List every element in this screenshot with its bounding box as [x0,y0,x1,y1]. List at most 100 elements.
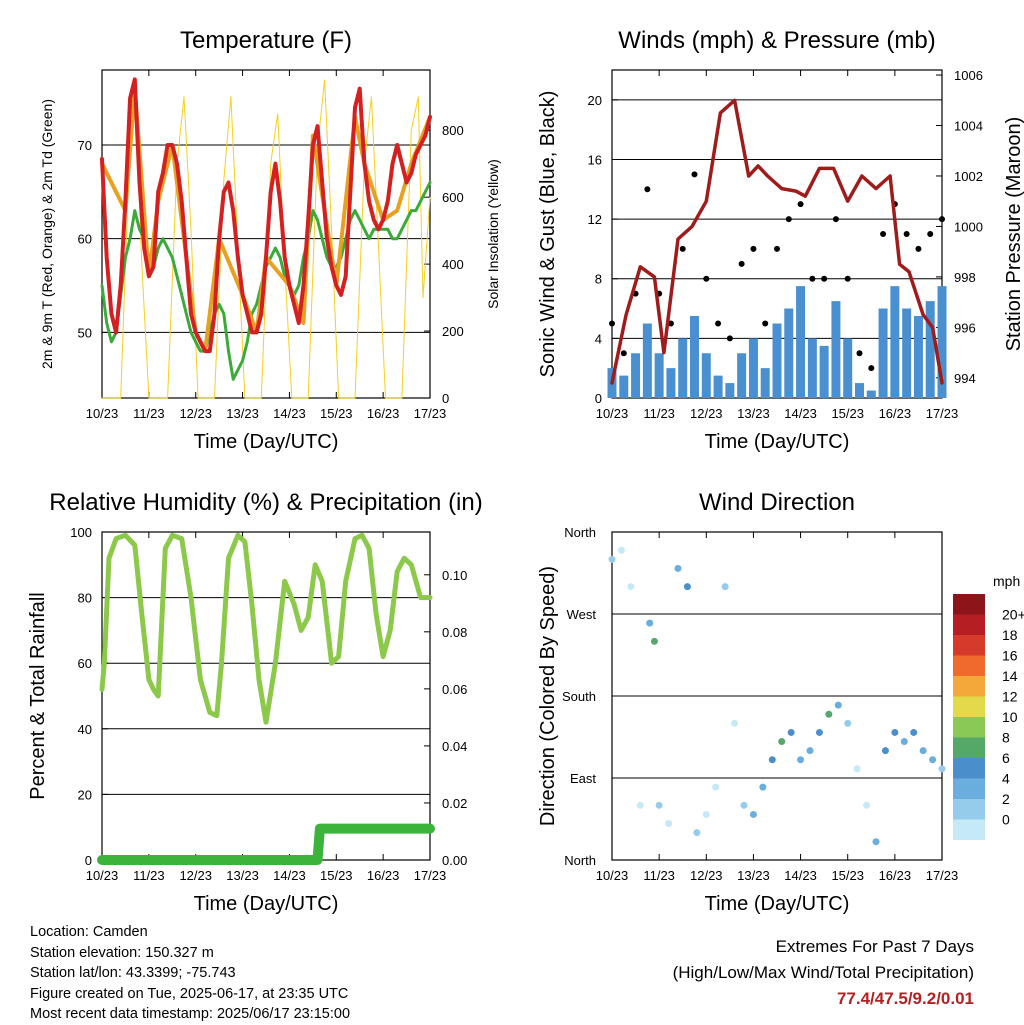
direction-point [881,747,889,755]
x-tick-label: 10/23 [596,406,629,421]
direction-point [806,747,814,755]
x-axis-label: Time (Day/UTC) [705,431,850,453]
legend-swatch [953,635,985,656]
y-tick-label: 70 [78,138,92,153]
x-tick-label: 15/23 [320,406,353,421]
legend-title: mph [993,573,1020,589]
direction-point [617,546,625,554]
latlon-text: Station lat/lon: 43.3399; -75.743 [30,965,236,981]
direction-point [778,738,786,746]
x-tick-label: 11/23 [643,406,675,421]
chart-title: Winds (mph) & Pressure (mb) [618,27,935,54]
y-tick-label: North [564,525,596,540]
direction-point [636,801,644,809]
x-tick-label: 12/23 [179,406,212,421]
gust-point [844,275,851,282]
y-tick-label: 12 [588,212,602,227]
rh-line [99,532,433,725]
direction-point [768,756,776,764]
y-right-tick-label: 1002 [954,169,983,184]
recent-data-text: Most recent data timestamp: 2025/06/17 2… [30,1006,351,1022]
elevation-text: Station elevation: 150.327 m [30,944,214,961]
x-tick-label: 13/23 [737,406,770,421]
legend-label: 0 [1002,812,1010,828]
gust-point [679,245,686,252]
legend-label: 16 [1002,648,1018,664]
direction-point [608,555,616,563]
legend-swatch [953,696,985,717]
direction-point [731,719,739,727]
location-text: Location: Camden [30,924,148,940]
legend-label: 8 [1002,730,1010,746]
y-axis-label: 2m & 9m T (Red, Orange) & 2m Td (Green) [39,99,55,369]
legend-swatch [953,717,985,738]
x-tick-label: 11/23 [133,868,165,883]
direction-point [825,710,833,718]
x-tick-label: 17/23 [414,868,447,883]
gust-point [774,245,780,252]
legend-swatch [953,594,985,615]
legend-label: 10 [1002,709,1018,725]
direction-point [834,701,842,709]
y-tick-label: 0 [85,853,92,868]
extremes-panel: Extremes For Past 7 Days (High/Low/Max W… [673,934,974,1012]
y-right-tick-label: 0.08 [442,625,467,640]
gust-point [797,201,804,208]
gust-point [726,335,733,342]
gust-point [821,275,828,282]
direction-point [787,728,795,736]
gust-point [750,245,757,252]
gust-point [903,231,910,237]
pressure-line [610,98,944,385]
x-tick-label: 14/23 [273,406,306,421]
y-right-tick-label: 0.06 [442,682,467,697]
gust-point [738,260,745,267]
x-tick-label: 12/23 [690,868,723,883]
direction-point [627,583,635,591]
direction-point [900,738,908,746]
y-axis-label: Direction (Colored By Speed) [537,566,559,826]
direction-point [712,783,720,791]
y-tick-label: 20 [588,93,602,108]
y-right-tick-label: 0.10 [442,568,467,583]
station-info: Location: Camden Station elevation: 150.… [30,922,350,1025]
created-text: Figure created on Tue, 2025-06-17, at 23… [30,985,349,1002]
gust-point [691,171,698,178]
x-tick-label: 13/23 [226,868,259,883]
plot-frame [101,69,431,399]
y-axis-label: Percent & Total Rainfall [27,592,49,800]
direction-point [844,719,852,727]
y-right-tick-label: 800 [442,123,464,138]
x-axis-label: Time (Day/UTC) [194,431,339,453]
x-tick-label: 13/23 [737,868,770,883]
direction-point [853,765,861,773]
legend-swatch [953,676,985,697]
legend-label: 6 [1002,750,1010,766]
gust-point [927,231,934,237]
y-right-tick-label: 0.02 [442,796,467,811]
y-right-tick-label: 200 [442,324,464,339]
x-tick-label: 16/23 [879,868,912,883]
x-tick-label: 16/23 [367,406,400,421]
direction-point [665,820,673,828]
y-right-axis-label: Station Pressure (Maroon) [1003,117,1024,352]
direction-point [863,801,871,809]
direction-point [891,728,899,736]
chart-title: Wind Direction [699,489,855,516]
direction-point [650,637,658,645]
extremes-title: Extremes For Past 7 Days [775,937,974,956]
direction-point [815,728,823,736]
y-tick-label: 16 [588,152,602,167]
legend-label: 20+ [1002,607,1024,623]
gust-point [762,320,769,327]
gust-point [856,350,863,357]
direction-point [646,619,654,627]
y-tick-label: North [564,853,596,868]
x-axis-label: Time (Day/UTC) [705,893,850,915]
chart-title: Relative Humidity (%) & Precipitation (i… [49,489,482,516]
y-right-tick-label: 998 [954,270,976,285]
y-axis-label: Sonic Wind & Gust (Blue, Black) [537,91,559,378]
direction-point [872,838,880,846]
legend-swatch [953,655,985,676]
